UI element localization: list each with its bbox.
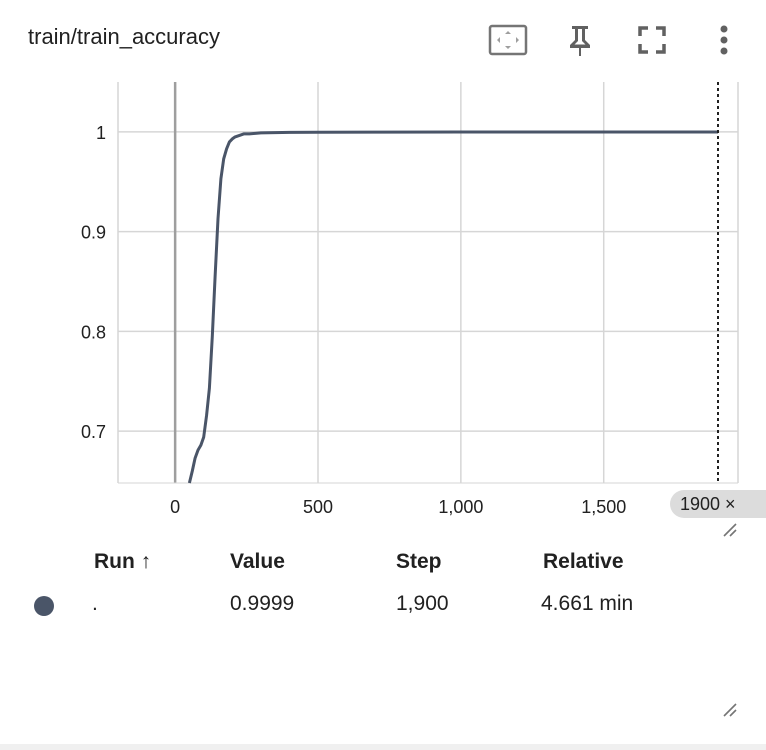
more-vert-icon <box>720 25 728 55</box>
series-line <box>187 130 718 484</box>
cell-step: 1,900 <box>396 592 449 615</box>
card-header: train/train_accuracy <box>0 0 766 80</box>
header-relative: Relative <box>543 550 624 573</box>
header-run[interactable]: Run ↑ <box>94 550 152 573</box>
y-tick-label: 1 <box>96 123 106 143</box>
y-tick-label: 0.8 <box>81 322 106 342</box>
x-tick-label: 1,000 <box>438 497 483 517</box>
x-tick-label: 0 <box>170 497 180 517</box>
fit-domain-icon <box>488 24 528 56</box>
line-chart[interactable]: 0.7 0.8 0.9 1 0 500 1,000 1,500 <box>0 78 766 528</box>
fit-domain-button[interactable] <box>486 18 530 62</box>
pin-button[interactable] <box>558 18 602 62</box>
table-resize-handle-icon[interactable] <box>722 702 738 718</box>
resize-handle-icon[interactable] <box>722 522 738 538</box>
cell-run: . <box>92 592 98 615</box>
bottom-divider <box>0 744 766 750</box>
chart-title: train/train_accuracy <box>28 24 220 49</box>
y-tick-label: 0.9 <box>81 223 106 243</box>
run-color-dot <box>34 596 54 616</box>
step-cursor-badge[interactable]: 1900 × <box>670 490 766 518</box>
y-tick-label: 0.7 <box>81 422 106 442</box>
cell-relative: 4.661 min <box>541 592 634 615</box>
fullscreen-button[interactable] <box>630 18 674 62</box>
header-step: Step <box>396 550 442 573</box>
header-value: Value <box>230 550 285 573</box>
x-tick-label: 500 <box>303 497 333 517</box>
more-options-button[interactable] <box>702 18 746 62</box>
pin-icon <box>570 26 590 56</box>
cell-value: 0.9999 <box>230 592 295 615</box>
fullscreen-icon <box>638 26 666 54</box>
x-tick-label: 1,500 <box>581 497 626 517</box>
